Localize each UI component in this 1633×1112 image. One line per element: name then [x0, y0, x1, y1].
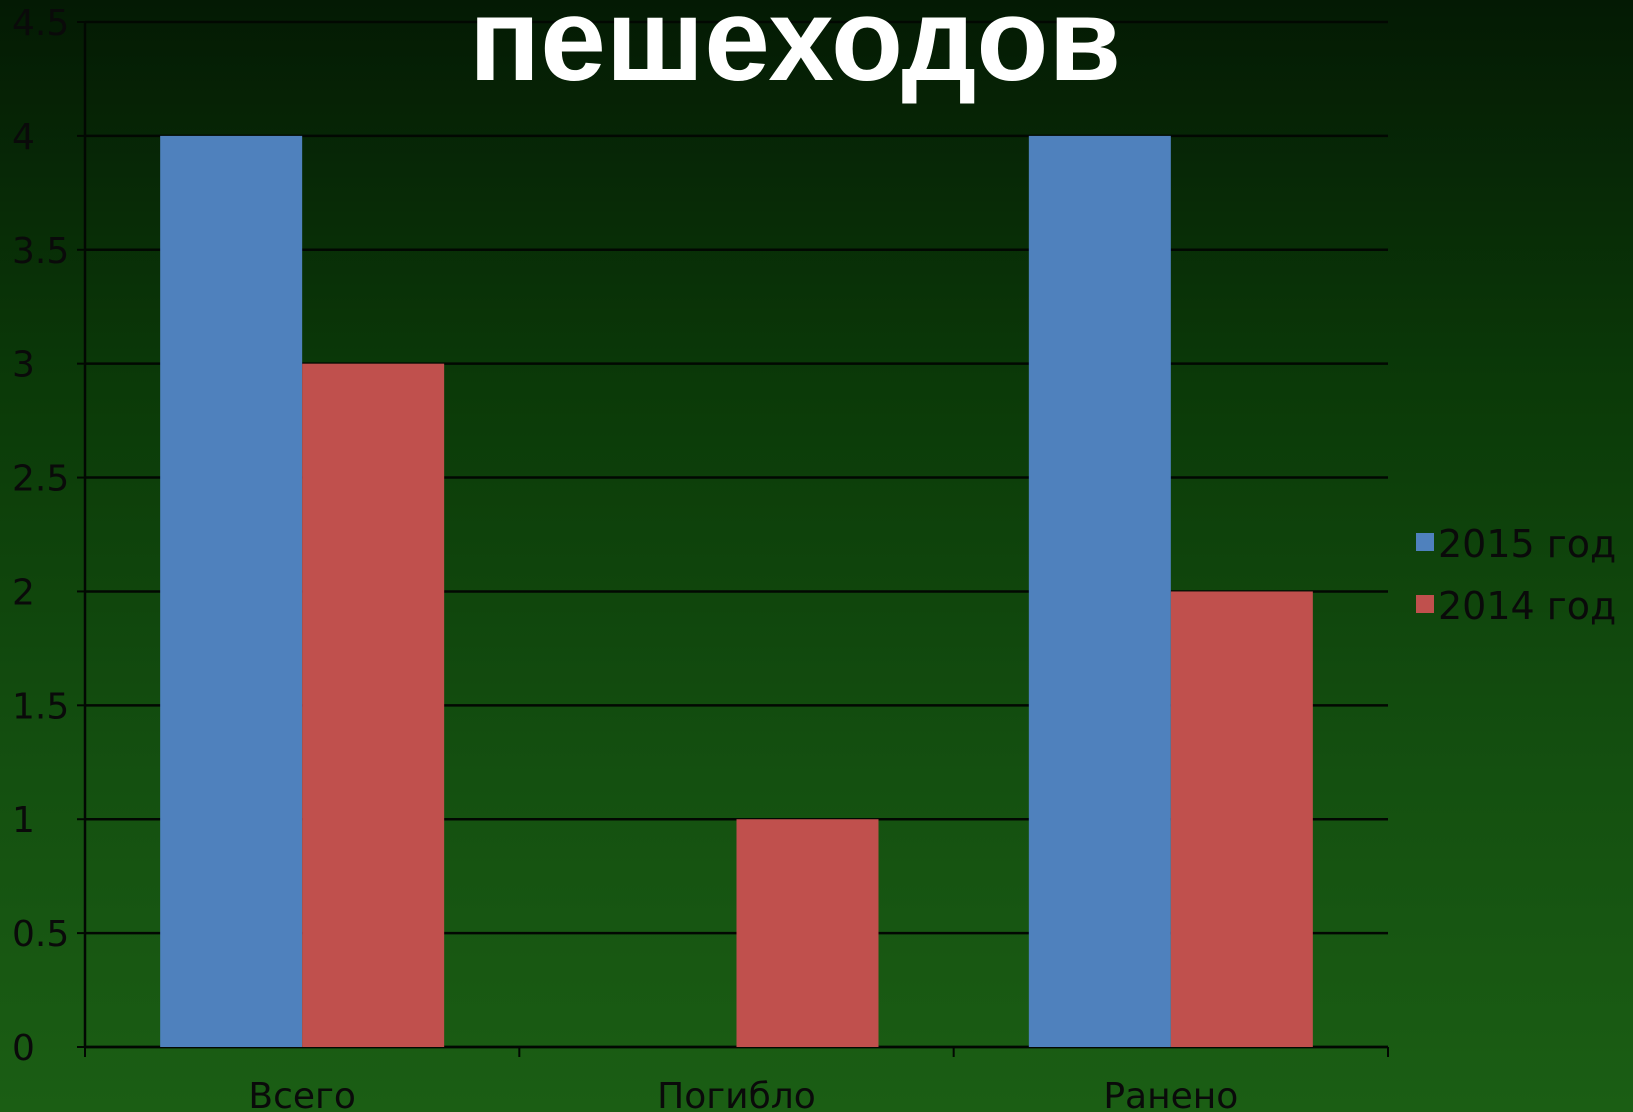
legend-swatch — [1416, 533, 1434, 551]
bar-2014-год-Всего — [302, 363, 445, 1048]
legend-label: 2014 год — [1438, 584, 1616, 628]
x-category-label: Всего — [248, 1076, 356, 1112]
bar-2015-год-Всего — [160, 135, 303, 1047]
bar-2015-год-Ранено — [1028, 135, 1171, 1047]
y-tick-label: 1.5 — [12, 686, 69, 727]
y-tick-label: 4 — [12, 117, 35, 158]
chart-title: пешеходов — [469, 0, 1121, 106]
x-axis-category-labels: Всего Погибло Ранено — [248, 1076, 1238, 1112]
y-axis-tick-labels: 0 0.5 1 1.5 2 2.5 3 3.5 4 4.5 — [12, 3, 69, 1069]
bar-2014-год-Погибло — [736, 819, 879, 1047]
bar-2014-год-Ранено — [1170, 591, 1313, 1047]
y-tick-label: 2.5 — [12, 459, 69, 500]
bars — [160, 135, 1313, 1048]
y-tick-label: 0 — [12, 1028, 35, 1069]
y-tick-label: 3.5 — [12, 231, 69, 272]
x-category-label: Погибло — [657, 1076, 816, 1112]
y-tick-label: 2 — [12, 572, 35, 613]
y-tick-label: 4.5 — [12, 3, 69, 44]
legend-swatch — [1416, 595, 1434, 613]
legend: 2015 год 2014 год — [1416, 522, 1616, 628]
y-tick-label: 0.5 — [12, 914, 69, 955]
y-tick-label: 3 — [12, 345, 35, 386]
y-tick-label: 1 — [12, 800, 35, 841]
x-category-label: Ранено — [1103, 1076, 1238, 1112]
legend-label: 2015 год — [1438, 522, 1616, 566]
